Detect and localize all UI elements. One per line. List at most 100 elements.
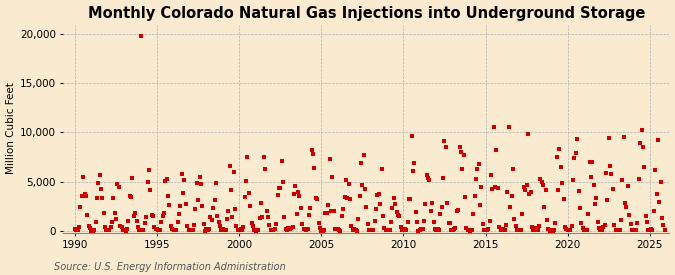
Point (256, 201, 267, 205)
Point (500, 228, 510, 233)
Point (554, 147, 565, 151)
Point (164, 202, 175, 207)
Point (508, 167, 518, 171)
Point (472, 166, 483, 171)
Point (629, 228, 640, 233)
Point (156, 220, 167, 224)
Point (159, 211, 169, 215)
Point (501, 222, 512, 227)
Point (448, 228, 458, 232)
Point (331, 227, 342, 232)
Point (212, 214, 223, 218)
Point (349, 227, 360, 231)
Point (437, 176, 448, 181)
Point (597, 227, 608, 232)
Point (453, 208, 464, 212)
Point (327, 175, 338, 179)
Point (531, 228, 541, 232)
Point (90, 220, 101, 225)
Point (319, 228, 329, 232)
Point (146, 213, 157, 218)
Point (475, 203, 485, 208)
Point (171, 227, 182, 232)
Point (193, 198, 204, 202)
Point (518, 185, 529, 189)
Point (134, 228, 144, 232)
Point (387, 206, 398, 210)
Point (543, 226, 554, 231)
Point (127, 176, 138, 181)
Point (469, 194, 480, 198)
Point (269, 227, 280, 231)
Point (365, 228, 376, 232)
Point (83, 224, 94, 229)
Point (510, 224, 521, 228)
Point (384, 227, 395, 232)
Point (505, 205, 516, 209)
Point (242, 155, 253, 159)
Point (224, 164, 235, 168)
Point (612, 227, 622, 232)
Point (526, 225, 537, 229)
Point (109, 211, 120, 215)
Point (197, 204, 208, 208)
Point (168, 228, 179, 232)
Point (72, 228, 83, 233)
Point (566, 224, 577, 229)
Point (450, 226, 461, 230)
Point (220, 228, 231, 232)
Point (388, 196, 399, 200)
Point (574, 206, 585, 210)
Point (93, 180, 104, 185)
Point (405, 197, 416, 201)
Point (420, 202, 431, 207)
Point (537, 183, 548, 188)
Point (350, 228, 361, 232)
Point (609, 222, 620, 227)
Point (428, 220, 439, 225)
Point (442, 200, 453, 205)
Point (400, 227, 410, 232)
Point (577, 226, 588, 230)
Point (332, 227, 343, 232)
Point (517, 212, 528, 216)
Point (547, 228, 558, 233)
Point (427, 201, 437, 205)
Point (477, 222, 488, 226)
Point (88, 228, 99, 233)
Point (462, 228, 473, 232)
Point (249, 228, 260, 232)
Point (572, 137, 583, 141)
Point (603, 136, 614, 141)
Point (344, 182, 354, 186)
Point (294, 194, 305, 198)
Point (136, 227, 147, 232)
Point (556, 165, 566, 170)
Point (128, 214, 139, 218)
Point (659, 227, 670, 232)
Point (646, 227, 657, 231)
Point (92, 196, 103, 200)
Point (323, 202, 333, 207)
Point (593, 220, 603, 224)
Point (489, 185, 500, 189)
Point (204, 227, 215, 232)
Point (305, 206, 316, 210)
Point (491, 147, 502, 152)
Point (320, 211, 331, 215)
Point (473, 162, 484, 166)
Point (553, 187, 564, 192)
Point (412, 220, 423, 224)
Point (436, 205, 447, 210)
Point (325, 209, 336, 213)
Point (293, 190, 304, 195)
Point (362, 222, 373, 226)
Point (261, 208, 272, 213)
Point (272, 192, 283, 197)
Point (265, 228, 276, 232)
Point (182, 224, 192, 229)
Point (373, 192, 384, 196)
Point (80, 193, 91, 198)
Point (406, 134, 417, 138)
Point (653, 138, 664, 142)
